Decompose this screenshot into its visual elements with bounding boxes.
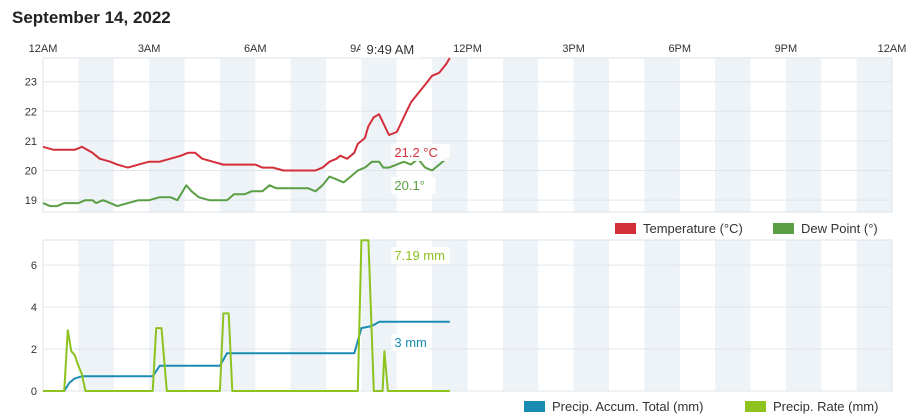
x-tick-label: 3PM xyxy=(562,43,585,55)
legend-label: Precip. Accum. Total (mm) xyxy=(552,399,703,414)
y-tick-label: 0 xyxy=(31,386,37,398)
x-axis-ticks: 12AM3AM6AM9AM12PM3PM6PM9PM12AM xyxy=(29,43,907,55)
precip-hour-bands xyxy=(42,239,893,392)
hour-band xyxy=(856,58,892,212)
hour-band xyxy=(715,240,751,391)
hour-band xyxy=(785,58,822,212)
y-tick-label: 21 xyxy=(25,136,37,148)
precip-accum-total-mm-line[interactable] xyxy=(43,320,450,392)
y-tick-label: 2 xyxy=(31,344,37,356)
y-tick-label: 6 xyxy=(31,260,37,272)
legend-label: Dew Point (°) xyxy=(801,221,878,236)
cursor-annotations: 9:49 AM 21.2 °C 20.1° 7.19 mm 3 mm xyxy=(360,40,450,351)
x-tick-label: 6PM xyxy=(668,43,691,55)
precip-series xyxy=(43,239,450,392)
temp-hour-bands xyxy=(42,57,893,213)
accum-cursor-value: 3 mm xyxy=(394,335,427,350)
y-tick-label: 22 xyxy=(25,106,37,118)
temp-y-axis-ticks: 19 20 21 22 23 xyxy=(25,77,37,207)
hour-band xyxy=(502,240,539,391)
y-tick-label: 23 xyxy=(25,77,37,89)
hour-band xyxy=(785,240,822,391)
temp-cursor-value-box xyxy=(391,144,450,161)
dewpoint-cursor-value-box xyxy=(391,177,436,194)
hour-band xyxy=(432,58,468,212)
precip-rate-mm-line[interactable] xyxy=(43,239,450,392)
hour-band xyxy=(290,240,326,391)
accum-cursor-value-box xyxy=(391,334,429,351)
x-tick-label: 12AM xyxy=(29,43,58,55)
hour-band xyxy=(502,58,539,212)
temp-gridlines xyxy=(43,81,892,201)
hour-band xyxy=(715,58,751,212)
hour-band xyxy=(78,58,114,212)
legend-label: Precip. Rate (mm) xyxy=(773,399,878,414)
hour-band xyxy=(219,58,256,212)
temperature-c-line[interactable] xyxy=(42,57,451,172)
x-tick-label: 3AM xyxy=(138,43,161,55)
page-title: September 14, 2022 xyxy=(12,8,171,27)
legend-swatch xyxy=(745,401,766,412)
x-tick-label: 6AM xyxy=(244,43,267,55)
dewpoint-cursor-value: 20.1° xyxy=(394,178,425,193)
rate-cursor-value: 7.19 mm xyxy=(394,248,445,263)
hour-band xyxy=(644,58,680,212)
y-tick-label: 4 xyxy=(31,302,37,314)
hour-band xyxy=(856,240,892,391)
cursor-time-label: 9:49 AM xyxy=(367,42,415,57)
precip-y-axis-ticks: 0 2 4 6 xyxy=(31,260,37,398)
legends: Dew Point (°) Temperature (°C) Precip. Rat… xyxy=(524,221,878,414)
x-tick-label: 12PM xyxy=(453,43,482,55)
rate-cursor-value-box xyxy=(391,247,450,264)
y-tick-label: 19 xyxy=(25,195,37,207)
x-tick-label: 12AM xyxy=(878,43,907,55)
dew-point-line[interactable] xyxy=(42,157,450,208)
y-tick-label: 20 xyxy=(25,166,37,178)
hour-band xyxy=(78,240,114,391)
hour-band xyxy=(573,58,609,212)
legend-swatch xyxy=(524,401,545,412)
x-tick-label: 9PM xyxy=(775,43,798,55)
hour-band xyxy=(644,240,680,391)
plot-frame xyxy=(42,57,893,213)
temp-series xyxy=(42,57,451,208)
hour-band xyxy=(219,240,256,391)
hour-band xyxy=(573,240,609,391)
hour-band xyxy=(149,58,185,212)
legend-label: Temperature (°C) xyxy=(643,221,743,236)
legend-swatch xyxy=(773,223,794,234)
legend-swatch xyxy=(615,223,636,234)
temp-cursor-value: 21.2 °C xyxy=(394,145,438,160)
cursor-time-box xyxy=(360,40,421,58)
